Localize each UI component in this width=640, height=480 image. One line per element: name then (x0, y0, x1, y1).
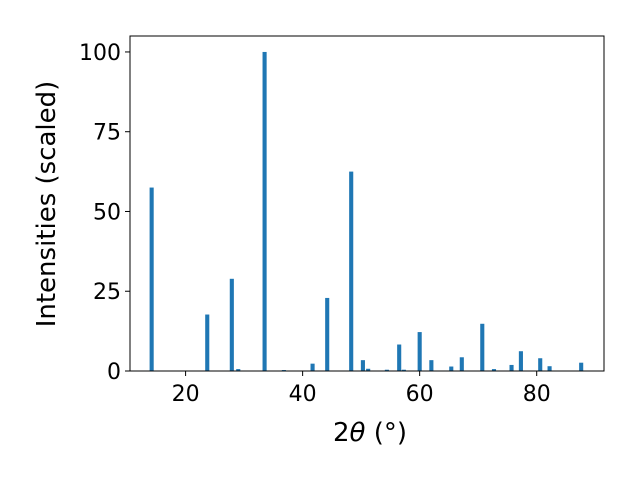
bar (480, 323, 485, 371)
bar (366, 368, 371, 371)
bar (547, 366, 552, 371)
x-tick-label: 80 (523, 382, 551, 407)
bar (360, 360, 365, 371)
y-axis-label: Intensities (scaled) (32, 81, 62, 328)
x-axis-label-prefix: 2 (333, 418, 350, 448)
x-tick-label: 20 (172, 382, 200, 407)
bar (417, 332, 422, 371)
x-tick-label: 60 (406, 382, 434, 407)
bar (149, 187, 154, 371)
bar (205, 314, 210, 371)
x-axis-label-unit: (°) (365, 418, 407, 448)
bar (310, 363, 315, 371)
bar (384, 369, 389, 371)
bar (349, 171, 354, 371)
bar (579, 362, 584, 371)
bar (459, 357, 464, 371)
y-axis-ticks: 0 25 50 75 100 (79, 41, 130, 385)
y-tick-label: 25 (93, 280, 121, 305)
x-axis-ticks: 20 40 60 80 (172, 371, 551, 407)
bar (397, 344, 402, 371)
bar (449, 366, 454, 371)
x-axis-label-symbol: θ (350, 418, 366, 448)
plot-background (130, 36, 604, 371)
y-tick-label: 100 (79, 41, 121, 66)
bar (518, 351, 523, 371)
bar (229, 278, 234, 371)
bar (509, 364, 514, 371)
y-tick-label: 0 (107, 360, 121, 385)
x-axis-label: 2θ (°) (333, 418, 407, 448)
bar (262, 51, 267, 371)
y-tick-label: 50 (93, 200, 121, 225)
bars-group (149, 51, 584, 371)
bar (401, 369, 406, 371)
bar (491, 369, 497, 371)
plot-frame (129, 35, 605, 372)
bar (538, 358, 543, 371)
bar (236, 369, 241, 371)
x-tick-label: 40 (289, 382, 317, 407)
y-tick-label: 75 (93, 121, 121, 146)
bar (325, 297, 330, 371)
bar (429, 360, 434, 371)
